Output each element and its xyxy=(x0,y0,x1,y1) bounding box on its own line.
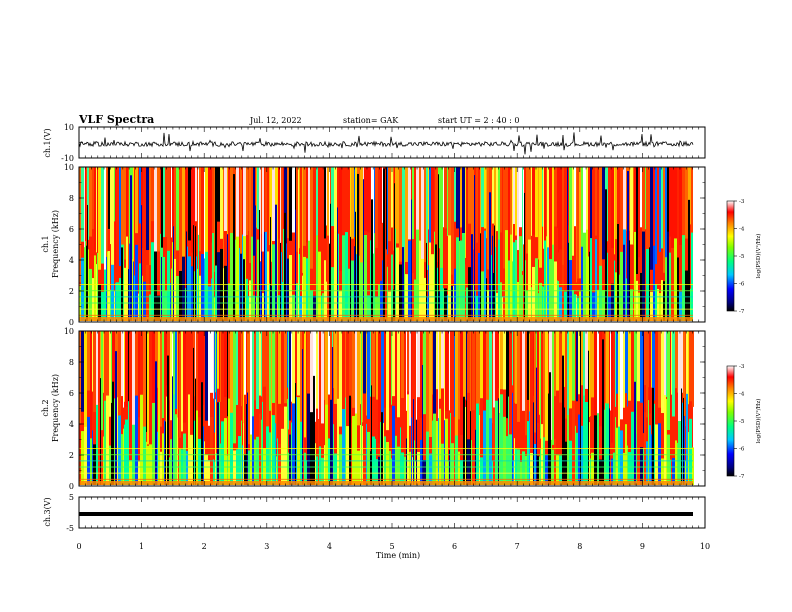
xtick-label: 3 xyxy=(264,542,269,551)
ytick-label-ch2: 8 xyxy=(69,358,74,367)
colorbar-tick-label: -4 xyxy=(739,227,745,233)
colorbar-tick-label: -3 xyxy=(739,364,745,370)
xtick-label: 1 xyxy=(139,542,144,551)
ytick-label-ch1: 0 xyxy=(69,318,74,327)
colorbar-tick-label: -5 xyxy=(739,419,745,425)
ytick-label-ch1: 8 xyxy=(69,194,74,203)
header-date: Jul. 12, 2022 xyxy=(249,116,302,125)
spectrogram-ch1 xyxy=(79,167,693,321)
ylabel-ch1-volt: ch.1(V) xyxy=(43,128,52,157)
spectrogram-ch2 xyxy=(79,331,694,485)
ytick-label-ch3-wave: -5 xyxy=(66,524,74,533)
ytick-label-ch2: 2 xyxy=(69,451,74,460)
colorbar-tick-label: -7 xyxy=(739,309,745,315)
ylabel-ch1-freq: Frequency (kHz) xyxy=(51,210,60,278)
ytick-label-ch3-wave: 5 xyxy=(69,493,74,502)
header-start-time: start UT = 2 : 40 : 0 xyxy=(438,116,519,125)
xtick-label: 7 xyxy=(515,542,520,551)
ytick-label-ch1-wave: -10 xyxy=(61,154,74,163)
ylabel-ch2: ch.2 xyxy=(41,399,50,416)
colorbar-ch1: -3 -4 -5 -6 -7 log(PSD)(V²/Hz) xyxy=(726,199,762,315)
xtick-label: 10 xyxy=(700,542,710,551)
ytick-label-ch1: 4 xyxy=(69,256,74,265)
xtick-label: 8 xyxy=(577,542,582,551)
colorbar-ch1-label: log(PSD)(V²/Hz) xyxy=(755,234,762,279)
ytick-label-ch1-wave: 10 xyxy=(64,123,74,132)
xtick-label: 4 xyxy=(327,542,332,551)
ytick-label-ch1: 2 xyxy=(69,287,74,296)
colorbar-tick-label: -6 xyxy=(739,282,745,288)
xtick-label: 9 xyxy=(640,542,645,551)
xtick-label: 6 xyxy=(452,542,457,551)
ytick-label-ch1: 6 xyxy=(69,225,74,234)
ytick-label-ch2: 6 xyxy=(69,389,74,398)
colorbar-tick-label: -4 xyxy=(739,392,745,398)
colorbar-tick-label: -5 xyxy=(739,254,745,260)
colorbar-ch2: -3 -4 -5 -6 -7 log(PSD)(V²/Hz) xyxy=(726,364,762,480)
xtick-label: 2 xyxy=(202,542,207,551)
colorbar-ch2-label: log(PSD)(V²/Hz) xyxy=(755,399,762,444)
xtick-label: 5 xyxy=(389,542,394,551)
xtick-label: 0 xyxy=(76,542,81,551)
colorbar-tick-label: -6 xyxy=(739,447,745,453)
figure-title: VLF Spectra xyxy=(78,113,154,126)
ytick-label-ch2: 10 xyxy=(64,327,74,336)
colorbar-tick-label: -3 xyxy=(739,199,745,205)
ylabel-ch3-volt: ch.3(V) xyxy=(43,497,52,526)
colorbar-tick-label: -7 xyxy=(739,474,745,480)
ylabel-ch1: ch.1 xyxy=(41,235,50,252)
header-station: station= GAK xyxy=(343,116,399,125)
ytick-label-ch2: 4 xyxy=(69,420,74,429)
xaxis-label: Time (min) xyxy=(376,551,420,560)
ytick-label-ch1: 10 xyxy=(64,163,74,172)
ch1-waveform xyxy=(78,132,694,155)
ylabel-ch2-freq: Frequency (kHz) xyxy=(51,374,60,442)
ytick-label-ch2: 0 xyxy=(69,482,74,491)
